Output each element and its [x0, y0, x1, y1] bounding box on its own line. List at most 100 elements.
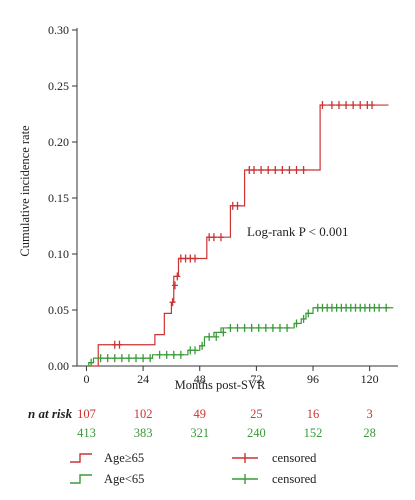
censor-mark: [125, 354, 132, 363]
censor-mark: [343, 101, 350, 110]
risk-value: 383: [134, 426, 153, 440]
legend-entry: Age≥65: [70, 451, 144, 465]
censor-mark: [116, 340, 123, 349]
censor-mark: [111, 354, 118, 363]
censor-mark: [171, 281, 178, 290]
censor-mark: [177, 350, 184, 359]
legend: Age≥65 Age<65 censored censored: [70, 451, 317, 486]
censor-mark: [357, 101, 364, 110]
censor-mark: [305, 309, 312, 318]
y-tick-label: 0.00: [48, 359, 69, 373]
legend-step-symbol: [70, 474, 92, 484]
x-tick-label: 0: [83, 372, 89, 386]
y-tick-label: 0.25: [48, 79, 69, 93]
x-tick-label: 24: [137, 372, 149, 386]
legend-label: censored: [272, 451, 317, 465]
censor-mark: [350, 101, 357, 110]
censor-mark: [335, 101, 342, 110]
censor-mark: [269, 323, 276, 332]
censor-mark: [97, 354, 104, 363]
legend-entry: Age<65: [70, 472, 144, 486]
censor-mark: [272, 166, 279, 174]
censor-mark: [251, 166, 258, 174]
censor-mark: [262, 323, 269, 332]
legend-entry: censored: [232, 472, 317, 486]
censor-mark: [192, 254, 199, 263]
censor-mark: [192, 346, 199, 355]
censor-mark: [265, 166, 272, 174]
risk-value: 152: [304, 426, 323, 440]
censor-mark: [319, 101, 326, 110]
series-age-ge65: [86, 101, 389, 367]
risk-table: 107 102 49 25 16 3 413 383 321 240 152 28: [77, 407, 376, 440]
y-tick-label: 0.20: [48, 135, 69, 149]
censor-mark: [369, 101, 376, 110]
censor-mark: [199, 341, 206, 350]
censor-mark: [293, 166, 300, 174]
censor-mark: [118, 354, 125, 363]
censor-mark: [156, 350, 163, 359]
censor-mark: [206, 332, 213, 341]
x-tick-label: 72: [250, 372, 262, 386]
risk-value: 49: [193, 407, 206, 421]
censor-mark: [170, 350, 177, 359]
risk-value: 28: [363, 426, 376, 440]
censor-mark: [248, 323, 255, 332]
legend-label: Age<65: [104, 472, 144, 486]
axes: [76, 28, 398, 367]
y-tick-label: 0.10: [48, 247, 69, 261]
legend-label: censored: [272, 472, 317, 486]
censor-mark: [276, 323, 283, 332]
censor-mark: [293, 319, 300, 328]
censor-mark: [383, 303, 390, 312]
censor-mark: [376, 303, 383, 312]
censor-mark: [300, 166, 307, 174]
legend-step-symbol: [70, 453, 92, 463]
x-tick-label: 48: [194, 372, 206, 386]
censor-mark: [140, 354, 147, 363]
censor-mark: [279, 166, 286, 174]
log-rank-annotation: Log-rank P < 0.001: [247, 224, 348, 239]
censor-mark: [258, 166, 265, 174]
censor-mark: [300, 314, 307, 323]
censor-mark: [104, 354, 111, 363]
series-layer: [86, 101, 394, 367]
x-tick-label: 96: [307, 372, 319, 386]
censor-mark: [220, 328, 227, 337]
censor-mark: [284, 323, 291, 332]
censor-mark: [213, 332, 220, 341]
y-tick-label: 0.30: [48, 23, 69, 37]
x-axis-title: Months post-SVR: [175, 378, 266, 392]
y-axis-ticks: 0.00 0.05 0.10 0.15 0.20 0.25 0.30: [48, 23, 77, 373]
censor-mark: [147, 354, 154, 363]
censor-mark: [88, 358, 95, 367]
y-axis-title: Cumulative incidence rate: [18, 125, 32, 257]
censor-mark: [286, 166, 293, 174]
x-tick-label: 120: [361, 372, 379, 386]
risk-value: 413: [77, 426, 96, 440]
legend-label: Age≥65: [104, 451, 144, 465]
x-axis-ticks: 0 24 48 72 96 120: [83, 366, 379, 386]
censor-mark: [210, 233, 217, 242]
y-tick-label: 0.15: [48, 191, 69, 205]
censor-mark: [169, 298, 176, 307]
risk-value: 16: [307, 407, 320, 421]
risk-value: 25: [250, 407, 263, 421]
censor-mark: [217, 233, 224, 242]
legend-entry: censored: [232, 451, 317, 465]
risk-value: 107: [77, 407, 96, 421]
censor-mark: [328, 101, 335, 110]
y-tick-label: 0.05: [48, 303, 69, 317]
censor-mark: [255, 323, 262, 332]
censor-mark: [234, 323, 241, 332]
risk-table-title: n at risk: [28, 406, 73, 421]
risk-value: 3: [367, 407, 373, 421]
risk-value: 102: [134, 407, 153, 421]
censor-mark: [163, 350, 170, 359]
censor-mark: [133, 354, 140, 363]
censor-mark: [227, 323, 234, 332]
series-age-lt65: [86, 303, 394, 367]
censor-mark: [234, 201, 241, 210]
censor-mark: [241, 323, 248, 332]
